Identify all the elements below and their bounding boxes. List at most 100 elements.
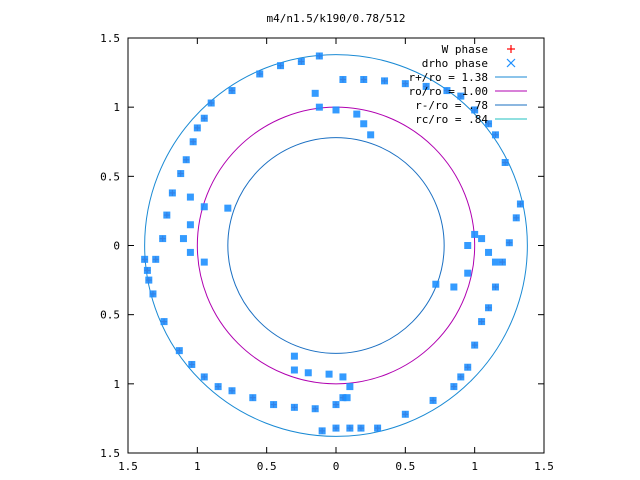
reference-circle (144, 54, 528, 437)
drho-phase-point (186, 221, 194, 229)
x-tick-label: 1.5 (534, 460, 554, 473)
x-tick-label: 0 (333, 460, 340, 473)
drho-phase-point (163, 211, 171, 219)
drho-phase-point (471, 341, 479, 349)
drho-phase-point (277, 62, 285, 70)
drho-phase-point (478, 235, 486, 243)
data-points (141, 52, 524, 435)
reference-circle (196, 106, 476, 385)
drho-phase-point (343, 394, 351, 402)
drho-phase-point (188, 360, 196, 368)
x-tick-label: 1.5 (118, 460, 138, 473)
drho-phase-point (200, 258, 208, 266)
drho-phase-point (207, 99, 215, 107)
drho-phase-point (200, 114, 208, 122)
drho-phase-point (315, 103, 323, 111)
drho-phase-point (450, 383, 458, 391)
drho-phase-point (432, 280, 440, 288)
drho-phase-point (401, 410, 409, 418)
drho-phase-point (491, 283, 499, 291)
drho-phase-point (228, 87, 236, 95)
legend-key-cross-b (506, 58, 516, 68)
drho-phase-point (159, 235, 167, 243)
drho-phase-point (353, 110, 361, 118)
drho-phase-point (516, 200, 524, 208)
x-tick-label: 1 (194, 460, 201, 473)
drho-phase-point (464, 363, 472, 371)
drho-phase-point (224, 204, 232, 212)
chart-title: m4/n1.5/k190/0.78/512 (266, 12, 405, 25)
drho-phase-point (200, 373, 208, 381)
drho-phase-point (346, 424, 354, 432)
drho-phase-point (422, 82, 430, 90)
drho-phase-point (143, 266, 151, 274)
drho-phase-point (290, 403, 298, 411)
drho-phase-point (182, 156, 190, 164)
drho-phase-point (311, 89, 319, 97)
x-tick-label: 0.5 (395, 460, 415, 473)
drho-phase-point (512, 214, 520, 222)
drho-phase-point (443, 87, 451, 95)
drho-phase-point (478, 318, 486, 326)
drho-phase-point (149, 290, 157, 298)
drho-phase-point (501, 159, 509, 166)
reference-circle (227, 137, 445, 354)
drho-phase-point (360, 120, 368, 128)
drho-phase-point (315, 52, 323, 60)
drho-phase-point (457, 92, 465, 100)
drho-phase-point (485, 120, 493, 128)
drho-phase-point (290, 352, 298, 360)
axis-ticks: 1.5 1 0.5 0 0.5 1 1.51.510.500.511.5 (100, 32, 554, 473)
drho-phase-point (175, 347, 183, 355)
drho-phase-point (339, 76, 347, 83)
drho-phase-point (464, 242, 472, 249)
drho-phase-point (193, 124, 201, 132)
drho-phase-point (186, 248, 194, 256)
legend-label: r+/ro = 1.38 (409, 71, 488, 84)
drho-phase-point (189, 138, 197, 146)
x-tick-label: 0.5 (257, 460, 277, 473)
drho-phase-point (471, 230, 479, 238)
y-tick-label: 1 (113, 101, 120, 114)
drho-phase-point (339, 373, 347, 381)
drho-phase-point (145, 276, 153, 284)
drho-phase-point (249, 394, 257, 402)
drho-phase-point (471, 106, 479, 114)
legend-label: drho phase (422, 57, 488, 70)
drho-phase-point (367, 131, 375, 139)
drho-phase-point (381, 77, 389, 85)
drho-phase-point (332, 401, 340, 409)
drho-phase-point (357, 424, 365, 432)
drho-phase-point (325, 370, 333, 378)
drho-phase-point (457, 373, 465, 381)
drho-phase-point (429, 396, 437, 404)
drho-phase-point (464, 269, 472, 277)
legend-label: r-/ro = .78 (415, 99, 488, 112)
drho-phase-point (290, 366, 298, 374)
drho-phase-point (160, 318, 168, 326)
drho-phase-point (256, 70, 264, 78)
drho-phase-point (270, 401, 278, 409)
drho-phase-point (304, 369, 312, 377)
drho-phase-point (186, 193, 194, 201)
drho-phase-point (141, 255, 149, 263)
drho-phase-point (485, 248, 493, 256)
drho-phase-point (450, 283, 458, 291)
drho-phase-point (401, 80, 409, 88)
legend-label: ro/ro = 1.00 (409, 85, 488, 98)
drho-phase-point (360, 76, 368, 83)
y-tick-label: 1.5 (100, 32, 120, 45)
drho-phase-point (311, 405, 319, 413)
y-tick-label: 0 (113, 240, 120, 253)
drho-phase-point (168, 189, 176, 197)
drho-phase-point (179, 235, 187, 243)
drho-phase-point (297, 58, 305, 66)
y-tick-label: 1.5 (100, 447, 120, 460)
drho-phase-point (200, 203, 208, 211)
legend-label: rc/ro = .84 (415, 113, 488, 126)
legend-label: W phase (442, 43, 488, 56)
drho-phase-point (332, 106, 340, 114)
drho-phase-point (485, 304, 493, 312)
drho-phase-point (332, 424, 340, 432)
